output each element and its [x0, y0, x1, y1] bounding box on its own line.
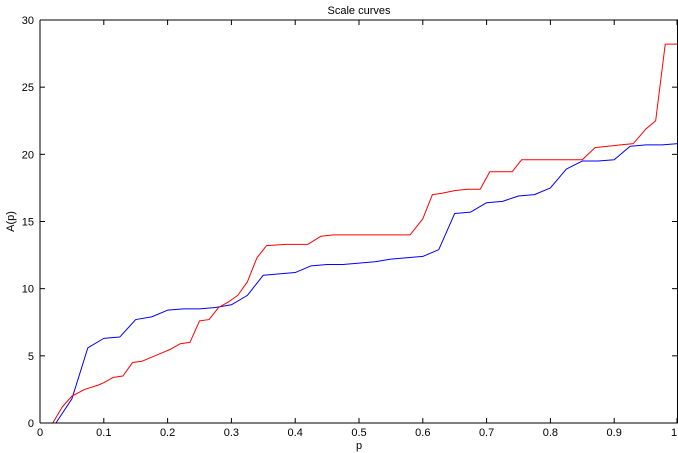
x-tick-label: 0.3	[224, 427, 239, 439]
chart-title: Scale curves	[328, 5, 391, 17]
y-axis-label: A(p)	[5, 211, 17, 232]
x-tick-label: 0.7	[479, 427, 494, 439]
series-line-0	[55, 143, 678, 424]
y-tick-label: 15	[22, 217, 34, 229]
y-tick-label: 20	[22, 149, 34, 161]
x-tick-label: 0.6	[415, 427, 430, 439]
x-tick-label: 0	[37, 427, 43, 439]
x-tick-label: 0.4	[288, 427, 303, 439]
y-tick-label: 5	[28, 351, 34, 363]
y-tick-label: 30	[22, 15, 34, 27]
x-axis-label: p	[356, 440, 362, 452]
y-tick-label: 10	[22, 284, 34, 296]
series-layer	[52, 43, 678, 424]
x-tick-label: 1	[671, 427, 677, 439]
y-tick-label: 0	[28, 418, 34, 430]
series-line-1	[52, 43, 678, 424]
x-tick-label: 0.9	[607, 427, 622, 439]
x-tick-label: 0.2	[160, 427, 175, 439]
x-tick-label: 0.8	[543, 427, 558, 439]
x-tick-label: 0.5	[351, 427, 366, 439]
x-tick-label: 0.1	[96, 427, 111, 439]
y-tick-label: 25	[22, 82, 34, 94]
